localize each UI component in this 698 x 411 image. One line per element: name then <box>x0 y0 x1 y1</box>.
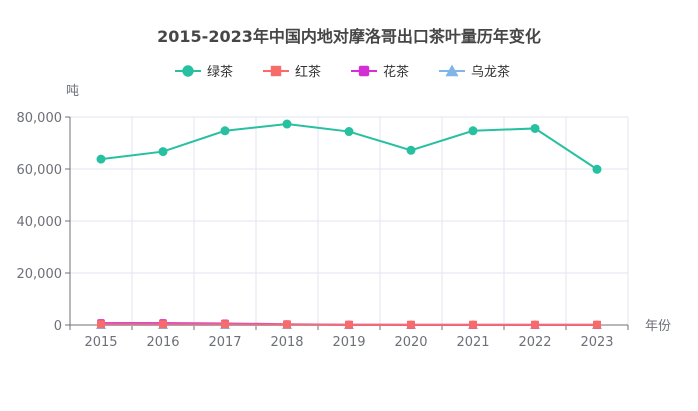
series-0 <box>96 119 602 174</box>
data-point <box>530 123 540 133</box>
y-tick-label: 0 <box>54 319 62 334</box>
data-point <box>531 320 539 329</box>
series-1 <box>97 320 601 329</box>
legend-label: 花茶 <box>383 64 409 80</box>
x-tick-label: 2021 <box>456 335 489 350</box>
legend-item[interactable]: 绿茶 <box>175 64 233 80</box>
y-tick-label: 20,000 <box>17 267 63 282</box>
data-point <box>592 164 602 174</box>
legend-marker <box>270 65 282 77</box>
x-tick-label: 2023 <box>580 335 613 350</box>
chart-title: 2015-2023年中国内地对摩洛哥出口茶叶量历年变化 <box>157 27 541 46</box>
data-point <box>283 320 291 329</box>
legend-marker <box>445 64 459 77</box>
data-point <box>96 154 106 164</box>
y-axis-label: 吨 <box>66 84 79 99</box>
data-point <box>221 320 229 329</box>
x-tick-label: 2018 <box>270 335 303 350</box>
grid-lines <box>70 116 629 325</box>
legend: 绿茶 红茶 花茶 乌龙茶 <box>175 64 510 80</box>
axes: 0 20,000 40,000 60,000 80,000 2015 2016 2017 201… <box>17 111 629 350</box>
data-point <box>469 320 477 329</box>
legend-label: 红茶 <box>295 64 321 80</box>
data-point <box>220 126 230 136</box>
data-point <box>97 320 105 329</box>
legend-label: 乌龙茶 <box>471 64 510 80</box>
legend-item[interactable]: 乌龙茶 <box>439 64 510 80</box>
data-point <box>593 320 601 329</box>
legend-marker <box>182 65 194 77</box>
x-tick-label: 2022 <box>518 335 551 350</box>
x-axis-label: 年份 <box>645 319 671 334</box>
x-tick-label: 2020 <box>394 335 427 350</box>
data-point <box>158 147 168 157</box>
legend-label: 绿茶 <box>207 64 233 80</box>
x-tick-label: 2019 <box>332 335 365 350</box>
data-point <box>468 126 478 136</box>
legend-item[interactable]: 红茶 <box>263 64 321 80</box>
data-point <box>407 320 415 329</box>
y-tick-label: 80,000 <box>17 111 63 126</box>
y-tick-label: 40,000 <box>17 215 63 230</box>
data-point <box>159 320 167 329</box>
data-point <box>406 145 416 155</box>
y-tick-label: 60,000 <box>17 163 63 178</box>
series-layer <box>96 119 602 329</box>
data-point <box>282 119 292 129</box>
data-point <box>345 320 353 329</box>
x-tick-label: 2017 <box>208 335 241 350</box>
x-tick-label: 2016 <box>146 335 179 350</box>
x-tick-label: 2015 <box>84 335 117 350</box>
legend-item[interactable]: 花茶 <box>351 64 409 80</box>
data-point <box>344 127 354 137</box>
legend-marker <box>358 65 370 77</box>
